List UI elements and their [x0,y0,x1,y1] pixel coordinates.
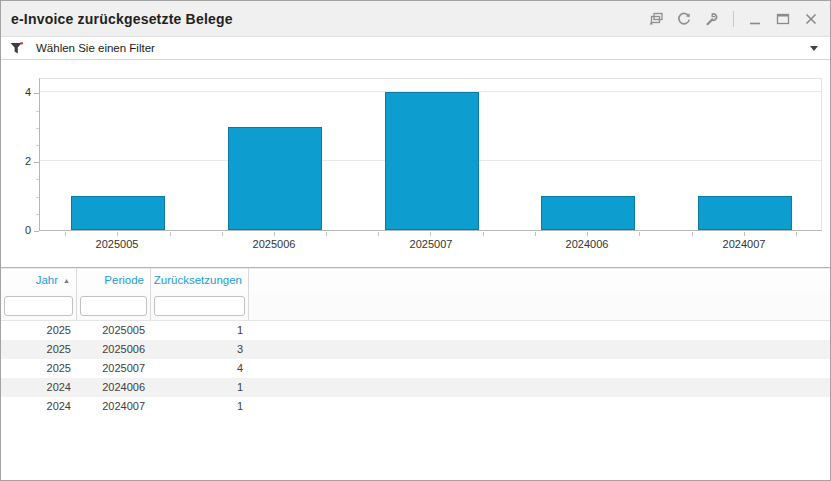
table-row[interactable]: 202420240061 [1,378,831,397]
column-header-periode[interactable]: Periode [77,268,151,292]
x-axis-label: 2024007 [704,238,784,250]
column-header-zurücksetzungen[interactable]: Zurücksetzungen [151,268,249,292]
filter-cell [151,292,249,320]
x-axis-tick [65,232,66,236]
x-axis-label: 2025006 [234,238,314,250]
table-cell: 2024006 [77,378,151,397]
close-icon[interactable] [800,8,822,30]
table-cell: 2025 [1,321,77,340]
table-body: 2025202500512025202500632025202500742024… [1,321,830,416]
sort-ascending-icon: ▲ [63,277,70,284]
table-row[interactable]: 202420240071 [1,397,831,416]
table-cell: 2024 [1,378,77,397]
refresh-icon[interactable] [673,8,695,30]
table-cell: 1 [151,397,249,416]
chevron-down-icon[interactable] [810,46,818,51]
table-header-row: Jahr▲PeriodeZurücksetzungen [1,267,830,292]
bar-2025005[interactable] [71,196,165,230]
filter-funnel-icon [9,41,24,56]
x-axis-tick [587,232,588,236]
y-axis-label: 2 [7,155,31,167]
x-axis-tick [117,232,118,236]
bar-2024006[interactable] [541,196,635,230]
filter-cell [1,292,77,320]
chart-plot-area [39,78,822,231]
filter-input-periode[interactable] [80,296,147,316]
table-cell: 2025006 [77,340,151,359]
y-axis-label: 4 [7,86,31,98]
x-axis-tick [796,232,797,236]
table-row[interactable]: 202520250051 [1,321,831,340]
y-axis-minor-tick [36,197,39,198]
x-axis-tick [170,232,171,236]
x-axis-label: 2025007 [391,238,471,250]
bar-2025007[interactable] [385,92,479,230]
x-axis-tick [430,232,431,236]
column-header-jahr[interactable]: Jahr▲ [1,268,77,292]
x-axis-tick [744,232,745,236]
x-axis-tick [274,232,275,236]
table-cell: 4 [151,359,249,378]
window-title: e-Invoice zurückgesetzte Belege [11,11,233,27]
y-axis-tick [34,162,39,163]
y-axis-tick [34,231,39,232]
bar-chart: 0 2 4 2025005 2025006 2025007 2024006 2024007 [1,60,830,267]
bar-2025006[interactable] [228,127,322,230]
x-axis-tick [326,232,327,236]
titlebar-separator [733,11,734,27]
titlebar: e-Invoice zurückgesetzte Belege [1,1,830,37]
titlebar-icons [645,8,822,30]
table-cell: 3 [151,340,249,359]
x-axis-tick [378,232,379,236]
table-cell: 2024 [1,397,77,416]
filter-label: Wählen Sie einen Filter [36,42,155,54]
filter-dropdown[interactable]: Wählen Sie einen Filter [1,37,830,60]
x-axis-label: 2024006 [547,238,627,250]
table-cell: 1 [151,378,249,397]
table-cell: 1 [151,321,249,340]
x-axis-tick [483,232,484,236]
y-axis-minor-tick [36,111,39,112]
table-filter-row [1,292,830,321]
table-cell: 2025 [1,359,77,378]
table-cell: 2025007 [77,359,151,378]
table-cell: 2025005 [77,321,151,340]
filter-input-zurücksetzungen[interactable] [154,296,245,316]
filter-input-jahr[interactable] [4,296,73,316]
table-cell: 2024007 [77,397,151,416]
y-axis-minor-tick [36,145,39,146]
bar-2024007[interactable] [698,196,792,230]
filter-cell [77,292,151,320]
x-axis-tick [222,232,223,236]
wrench-icon[interactable] [701,8,723,30]
maximize-icon[interactable] [772,8,794,30]
x-axis-tick [692,232,693,236]
y-axis-tick [34,93,39,94]
x-axis-tick [535,232,536,236]
x-axis-label: 2025005 [77,238,157,250]
table-cell: 2025 [1,340,77,359]
app-window: e-Invoice zurückgesetzte Belege [0,0,831,481]
table-row[interactable]: 202520250063 [1,340,831,359]
table-row[interactable]: 202520250074 [1,359,831,378]
y-axis-minor-tick [36,128,39,129]
y-axis-minor-tick [36,214,39,215]
y-axis-minor-tick [36,179,39,180]
minimize-icon[interactable] [744,8,766,30]
y-axis-label: 0 [7,224,31,236]
data-table: Jahr▲PeriodeZurücksetzungen 202520250051… [1,267,830,416]
cascade-windows-icon[interactable] [645,8,667,30]
x-axis-tick [639,232,640,236]
